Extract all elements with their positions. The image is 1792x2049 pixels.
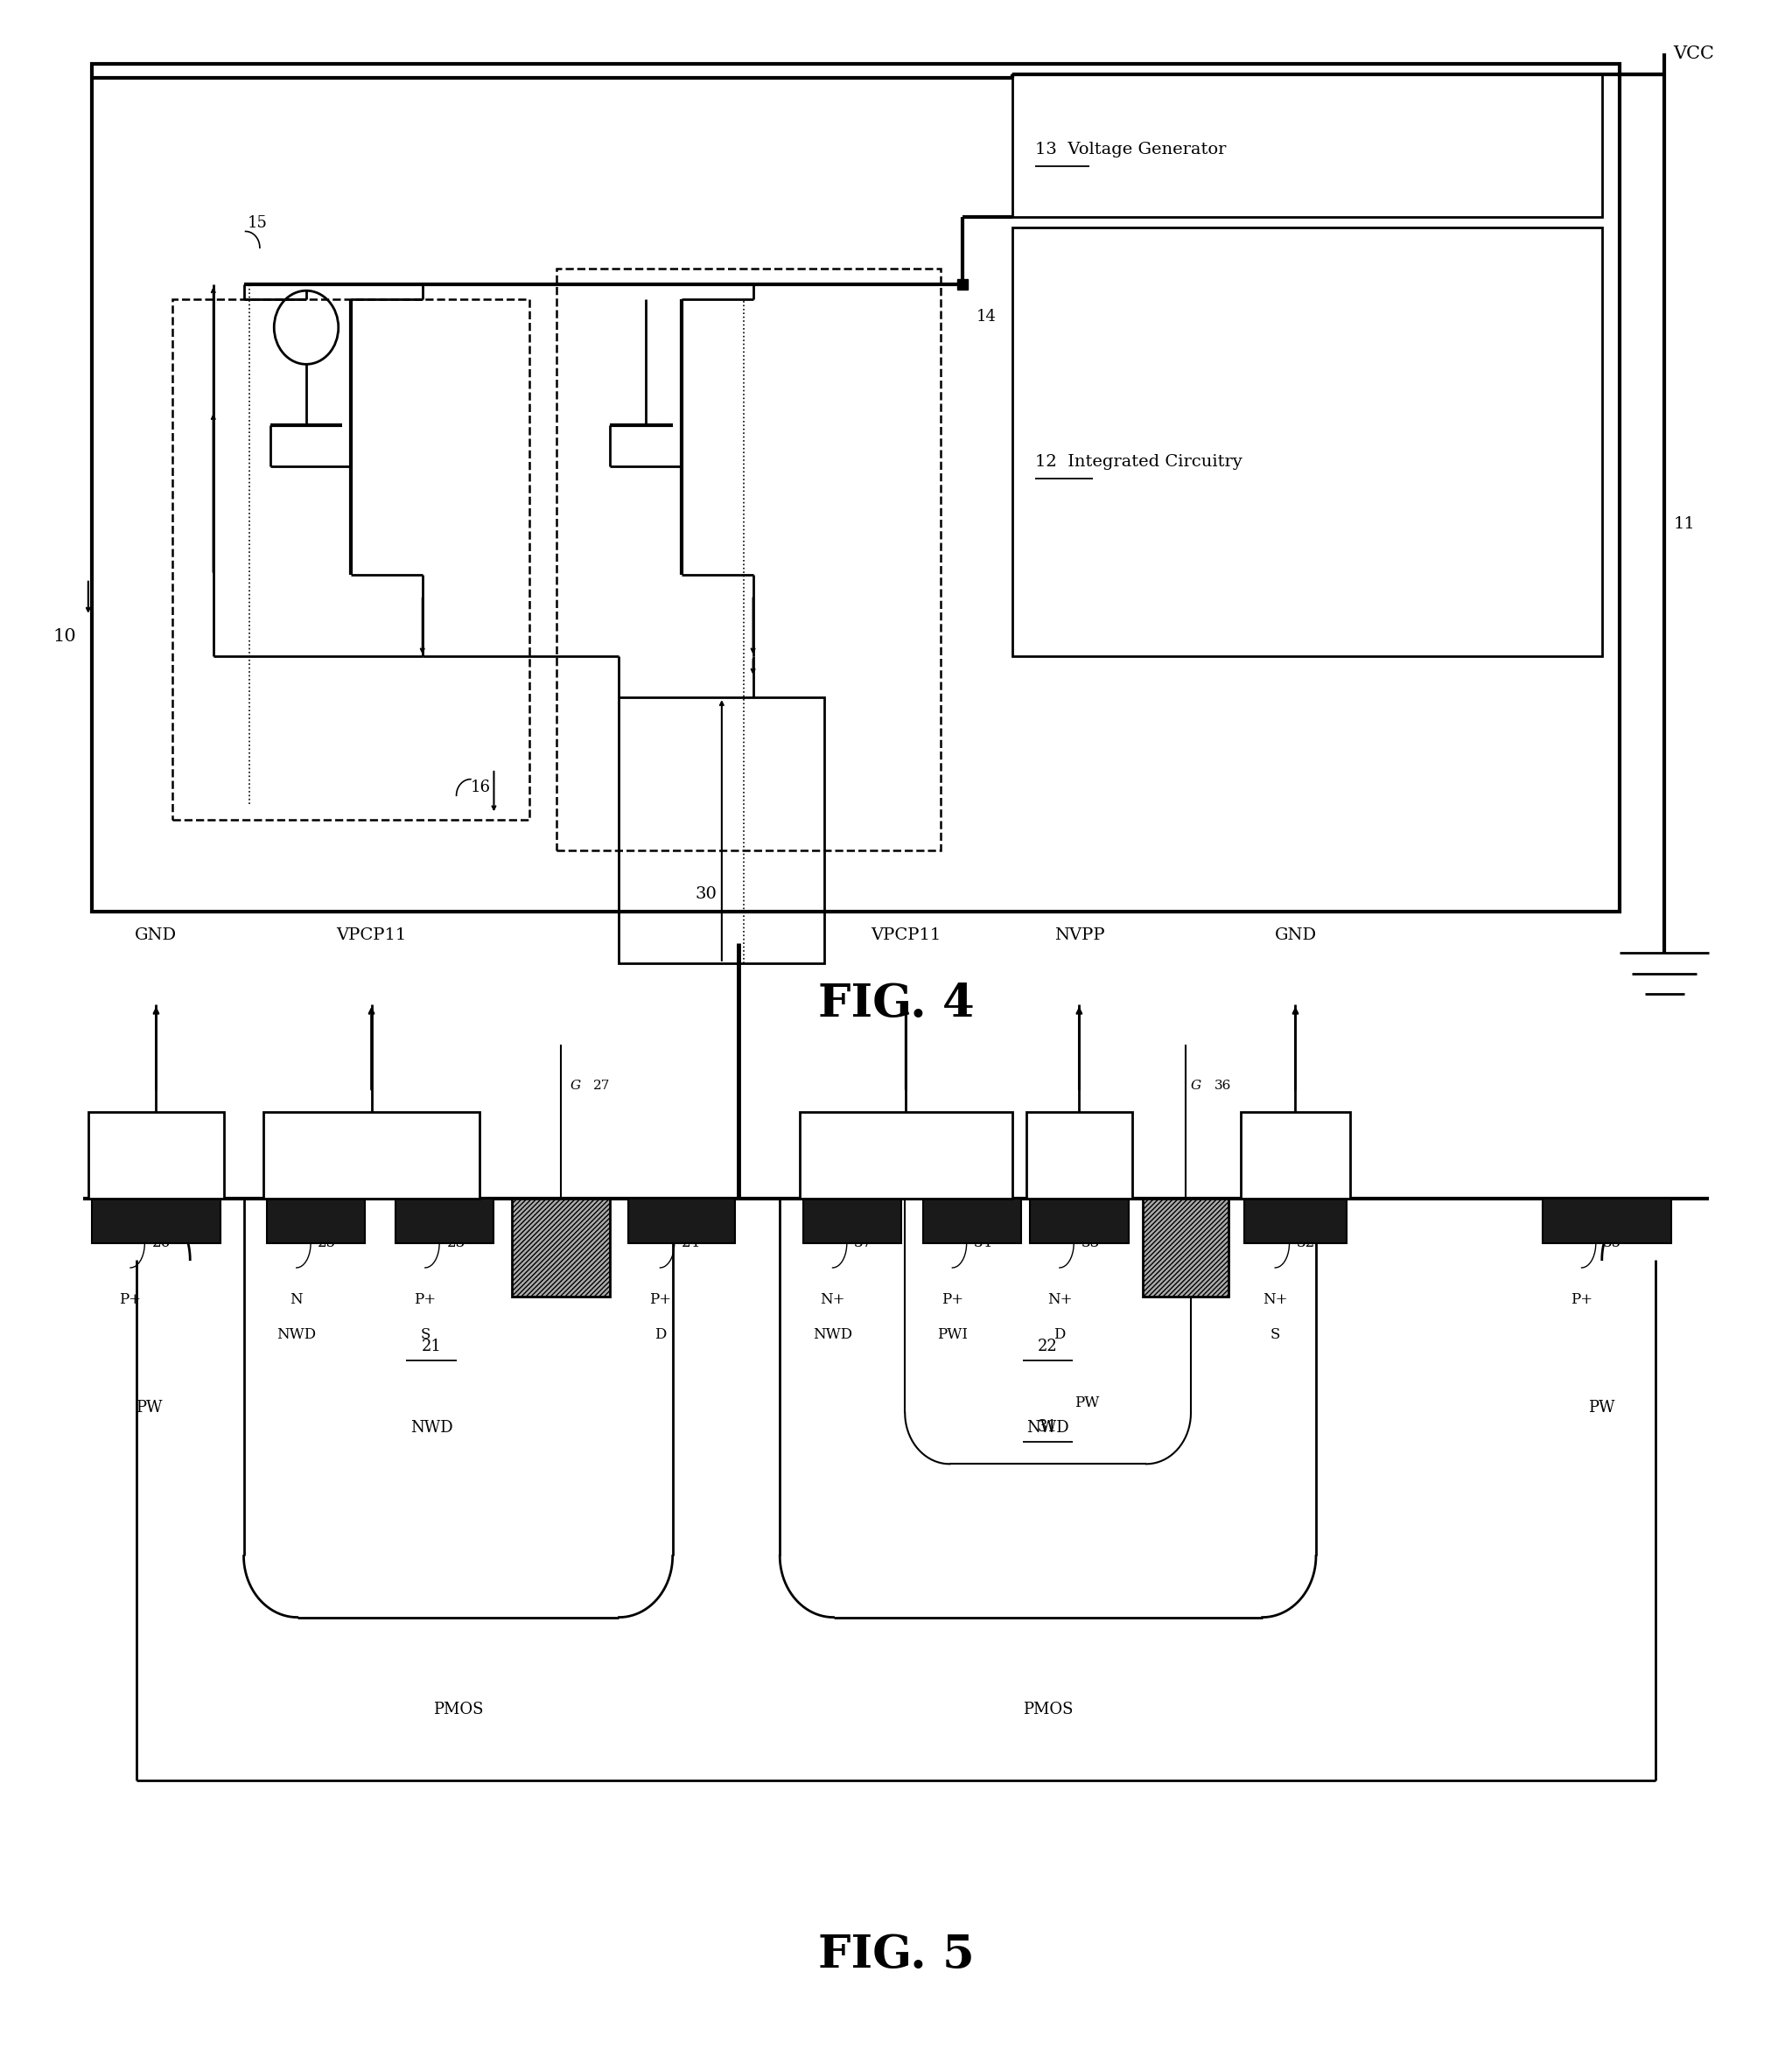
Text: 12  Integrated Circuitry: 12 Integrated Circuitry [1036, 455, 1242, 469]
Text: P+: P+ [1570, 1293, 1593, 1307]
Text: D: D [1054, 1328, 1066, 1342]
Bar [172, 299, 530, 820]
Bar [618, 697, 824, 963]
Text: N: N [290, 1293, 303, 1307]
Text: 23: 23 [446, 1236, 466, 1250]
Text: 20: 20 [1629, 1215, 1649, 1231]
Text: D: D [654, 1328, 667, 1342]
Text: S: S [419, 1328, 430, 1342]
Text: 16: 16 [471, 781, 491, 795]
Bar [1543, 1199, 1672, 1244]
Text: VCC: VCC [1674, 45, 1715, 61]
Bar [803, 1199, 901, 1244]
Text: 13  Voltage Generator: 13 Voltage Generator [1036, 141, 1226, 158]
Text: PW: PW [1075, 1395, 1100, 1410]
Bar [1143, 1199, 1228, 1297]
Text: NVPP: NVPP [1054, 926, 1104, 943]
Bar [1244, 1199, 1346, 1244]
Text: 25: 25 [317, 1236, 337, 1250]
Bar [91, 1199, 220, 1244]
Text: 24: 24 [681, 1236, 701, 1250]
Text: 14: 14 [977, 309, 996, 326]
Text: 15: 15 [247, 215, 267, 232]
Text: S: S [1271, 1328, 1279, 1342]
Bar [88, 1113, 224, 1199]
Text: N+: N+ [1263, 1293, 1287, 1307]
Text: 30: 30 [695, 885, 717, 902]
Text: 37: 37 [855, 1236, 873, 1250]
Text: VPCP11: VPCP11 [337, 926, 407, 943]
Text: 31: 31 [1038, 1420, 1057, 1434]
Text: 22: 22 [1038, 1338, 1057, 1354]
Bar [263, 1113, 480, 1199]
Text: NWD: NWD [276, 1328, 315, 1342]
Bar [396, 1199, 495, 1244]
Text: P+: P+ [649, 1293, 670, 1307]
Text: 27: 27 [593, 1080, 609, 1092]
Text: 36: 36 [1215, 1080, 1231, 1092]
Text: NWD: NWD [410, 1420, 453, 1436]
Text: PW: PW [136, 1399, 163, 1416]
Text: GND: GND [1274, 926, 1317, 943]
Text: 35: 35 [1604, 1236, 1622, 1250]
Text: PMOS: PMOS [434, 1701, 484, 1717]
Bar [1240, 1113, 1349, 1199]
Text: 32: 32 [1296, 1236, 1315, 1250]
Text: N+: N+ [1047, 1293, 1072, 1307]
Text: 26: 26 [152, 1236, 170, 1250]
Text: 21: 21 [421, 1338, 441, 1354]
Text: PWI: PWI [937, 1328, 968, 1342]
Bar [627, 1199, 735, 1244]
Bar [557, 268, 941, 850]
Text: 11: 11 [1674, 516, 1695, 531]
Bar [1012, 74, 1602, 217]
Text: PW: PW [1588, 1399, 1615, 1416]
Text: VPCP11: VPCP11 [871, 926, 941, 943]
Text: G: G [1192, 1080, 1201, 1092]
Text: 34: 34 [973, 1236, 993, 1250]
Text: PMOS: PMOS [1023, 1701, 1073, 1717]
Bar [1012, 227, 1602, 656]
Bar [267, 1199, 366, 1244]
Bar [1030, 1199, 1129, 1244]
Text: NWD: NWD [1027, 1420, 1070, 1436]
Text: FIG. 5: FIG. 5 [817, 1932, 975, 1977]
Text: P+: P+ [414, 1293, 435, 1307]
Bar [923, 1199, 1021, 1244]
Text: P+: P+ [120, 1293, 142, 1307]
Bar [91, 64, 1620, 912]
Text: N+: N+ [821, 1293, 846, 1307]
Text: 10: 10 [52, 627, 75, 645]
Text: G: G [570, 1080, 581, 1092]
Text: NWD: NWD [814, 1328, 853, 1342]
Text: FIG. 4: FIG. 4 [817, 981, 975, 1027]
Bar [799, 1113, 1012, 1199]
Text: GND: GND [134, 926, 177, 943]
Bar [513, 1199, 609, 1297]
Text: P+: P+ [941, 1293, 964, 1307]
Bar [1027, 1113, 1133, 1199]
Text: 33: 33 [1081, 1236, 1100, 1250]
